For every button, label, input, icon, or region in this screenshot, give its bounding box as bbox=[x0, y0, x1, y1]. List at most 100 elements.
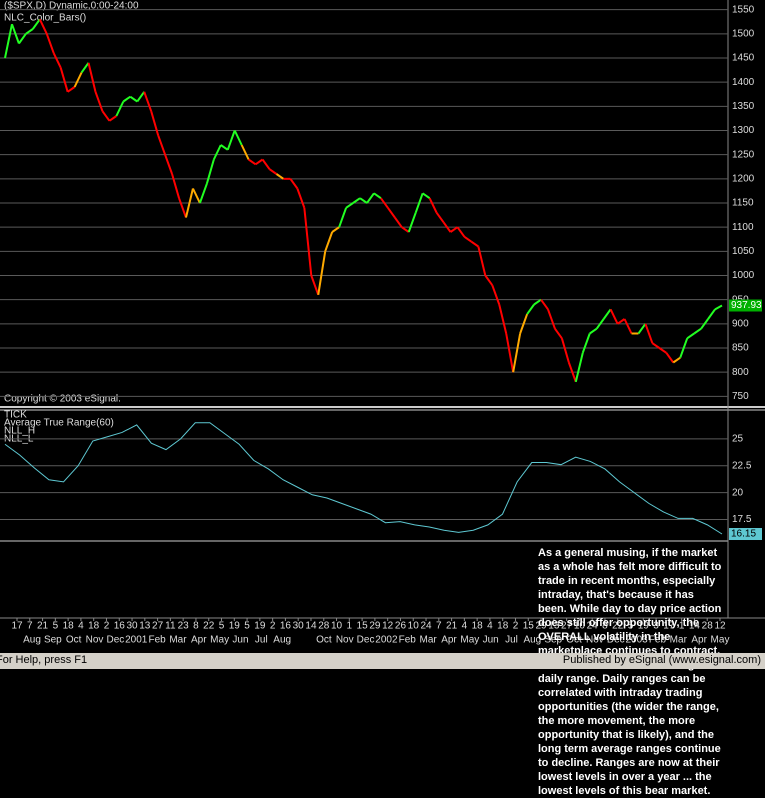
price-segment bbox=[707, 308, 716, 320]
price-segment bbox=[220, 144, 229, 151]
x-month-label: Apr bbox=[441, 635, 457, 646]
price-segment bbox=[136, 91, 146, 103]
x-month-label: Oct bbox=[66, 635, 82, 646]
price-segment bbox=[59, 67, 69, 93]
price-segment bbox=[540, 299, 549, 310]
x-month-label: Aug bbox=[23, 635, 41, 646]
x-tick-label: 30 bbox=[293, 621, 305, 632]
x-month-label: Jul bbox=[255, 635, 268, 646]
legend-entry: NLL_H bbox=[4, 426, 35, 437]
price-segment bbox=[268, 168, 278, 175]
price-segment bbox=[484, 274, 494, 286]
x-tick-label: 14 bbox=[305, 621, 317, 632]
y-tick-label: 1550 bbox=[732, 4, 755, 15]
x-tick-label: 19 bbox=[229, 621, 241, 632]
x-tick-label: 13 bbox=[548, 621, 560, 632]
y-tick-label: 20 bbox=[732, 487, 744, 498]
x-tick-label: 12 bbox=[714, 621, 726, 632]
x-tick-label: 8 bbox=[193, 621, 199, 632]
x-tick-label: 27 bbox=[152, 621, 164, 632]
price-segment bbox=[693, 327, 702, 335]
price-segment bbox=[122, 95, 131, 103]
x-tick-label: 21 bbox=[37, 621, 49, 632]
price-segment bbox=[526, 303, 535, 315]
x-month-label: Oct bbox=[566, 635, 582, 646]
status-left: For Help, press F1 bbox=[0, 654, 88, 666]
x-month-label: Nov bbox=[86, 635, 104, 646]
x-tick-label: 15 bbox=[523, 621, 535, 632]
note-box: As a general musing, if the market as a … bbox=[538, 546, 724, 798]
y-tick-label: 25 bbox=[732, 434, 744, 445]
x-month-label: Nov bbox=[336, 635, 354, 646]
x-tick-label: 24 bbox=[420, 621, 432, 632]
x-month-label: Oct bbox=[316, 635, 332, 646]
x-tick-label: 7 bbox=[27, 621, 33, 632]
x-month-label: May bbox=[460, 635, 479, 646]
x-month-label: 2003 bbox=[625, 635, 648, 646]
price-segment bbox=[115, 101, 125, 117]
x-tick-label: 16 bbox=[280, 621, 292, 632]
x-month-label: 2002 bbox=[375, 635, 398, 646]
x-tick-label: 10 bbox=[408, 621, 420, 632]
price-segment bbox=[11, 23, 20, 44]
price-segment bbox=[67, 86, 76, 93]
x-tick-label: 21 bbox=[446, 621, 458, 632]
x-tick-label: 23 bbox=[178, 621, 190, 632]
x-tick-label: 5 bbox=[628, 621, 634, 632]
price-segment bbox=[310, 275, 320, 296]
price-segment bbox=[574, 352, 584, 383]
price-segment bbox=[498, 304, 508, 334]
x-tick-label: 18 bbox=[472, 621, 484, 632]
price-segment bbox=[18, 33, 27, 45]
x-tick-label: 30 bbox=[126, 621, 138, 632]
price-segment bbox=[519, 313, 529, 334]
x-month-label: Apr bbox=[691, 635, 707, 646]
y-tick-label: 1450 bbox=[732, 53, 755, 64]
price-segment bbox=[303, 207, 313, 276]
price-segment bbox=[442, 221, 452, 233]
x-month-label: May bbox=[210, 635, 229, 646]
price-segment bbox=[407, 212, 417, 233]
x-month-label: Mar bbox=[420, 635, 438, 646]
x-month-label: Jun bbox=[483, 635, 499, 646]
x-tick-label: 4 bbox=[487, 621, 493, 632]
price-segment bbox=[248, 158, 257, 166]
price-segment bbox=[428, 197, 438, 214]
price-segment bbox=[435, 212, 445, 223]
copyright: Copyright © 2003 eSignal. bbox=[4, 394, 121, 405]
price-segment bbox=[581, 333, 591, 354]
x-tick-label: 19 bbox=[254, 621, 266, 632]
x-tick-label: 17 bbox=[11, 621, 23, 632]
y-tick-label: 22.5 bbox=[732, 460, 752, 471]
price-segment bbox=[637, 323, 647, 335]
y-tick-label: 1350 bbox=[732, 101, 755, 112]
price-segment bbox=[477, 246, 487, 276]
price-segment bbox=[164, 154, 174, 175]
price-segment bbox=[80, 62, 90, 74]
x-month-label: Feb bbox=[148, 635, 166, 646]
x-month-label: Jul bbox=[505, 635, 518, 646]
x-tick-label: 4 bbox=[78, 621, 84, 632]
x-tick-label: 18 bbox=[63, 621, 75, 632]
x-month-label: Nov bbox=[586, 635, 604, 646]
x-tick-label: 22 bbox=[612, 621, 624, 632]
price-segment bbox=[602, 308, 612, 320]
price-segment bbox=[101, 110, 111, 122]
price-segment bbox=[255, 158, 264, 166]
x-tick-label: 15 bbox=[357, 621, 369, 632]
y-tick-label: 1150 bbox=[732, 198, 754, 209]
price-segment bbox=[73, 72, 83, 88]
price-segment bbox=[414, 192, 424, 214]
x-tick-label: 5 bbox=[219, 621, 225, 632]
price-segment bbox=[512, 333, 522, 373]
x-tick-label: 18 bbox=[497, 621, 509, 632]
price-segment bbox=[38, 18, 48, 35]
x-month-label: Sep bbox=[544, 635, 562, 646]
price-segment bbox=[672, 356, 681, 364]
price-segment bbox=[108, 115, 117, 122]
price-segment bbox=[4, 23, 13, 59]
y-tick-label: 800 bbox=[732, 367, 749, 378]
y-tick-label: 1100 bbox=[732, 222, 754, 233]
x-tick-label: 28 bbox=[318, 621, 330, 632]
price-segment bbox=[686, 332, 695, 340]
